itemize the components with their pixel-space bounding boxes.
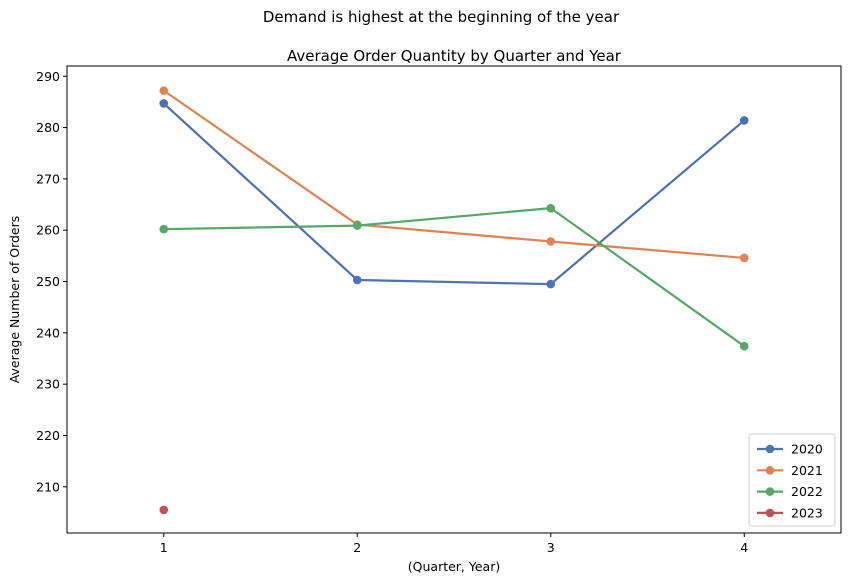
- x-axis-label: (Quarter, Year): [408, 559, 500, 574]
- legend-marker: [765, 508, 775, 518]
- legend-label: 2022: [791, 484, 823, 499]
- x-tick-label: 4: [740, 540, 748, 555]
- y-tick-label: 210: [36, 479, 60, 494]
- data-point-2022: [546, 203, 556, 213]
- y-tick-label: 230: [36, 377, 60, 392]
- data-point-2022: [159, 224, 169, 234]
- series-line-2022: [163, 207, 745, 348]
- data-point-2020: [546, 279, 556, 289]
- legend-item-2022: 2022: [757, 484, 823, 499]
- x-tick-label: 3: [547, 540, 555, 555]
- series-line-2020: [163, 102, 745, 286]
- legend-box: [748, 433, 836, 527]
- plot-frame: [66, 65, 842, 534]
- legend-label: 2023: [791, 505, 823, 520]
- series-2023: [159, 505, 169, 515]
- y-tick-label: 240: [36, 325, 60, 340]
- series-2022: [159, 203, 749, 351]
- legend-marker: [765, 466, 775, 475]
- data-point-2022: [352, 221, 362, 230]
- legend-item-2020: 2020: [757, 442, 823, 457]
- y-axis-label: Average Number of Orders: [7, 216, 22, 384]
- legend-marker: [765, 444, 775, 454]
- legend-label: 2021: [791, 463, 823, 478]
- ticks-layer: 1 2 3 4 210 220 230 240 250 260 270 280 290: [36, 69, 748, 555]
- legend: 2020 2021 2022 2023: [748, 433, 836, 527]
- chart-suptitle: Demand is highest at the beginning of th…: [263, 8, 620, 26]
- y-tick-label: 290: [36, 69, 60, 84]
- data-point-2021: [159, 86, 169, 95]
- data-point-2020: [739, 116, 749, 125]
- x-tick-label: 1: [160, 540, 168, 555]
- y-tick-label: 220: [36, 428, 60, 443]
- y-tick-label: 250: [36, 274, 60, 289]
- series-layer: [159, 86, 749, 515]
- data-point-2023: [159, 505, 169, 515]
- series-line-2021: [163, 89, 745, 260]
- legend-label: 2020: [791, 442, 823, 457]
- chart-title: Average Order Quantity by Quarter and Ye…: [287, 47, 622, 65]
- data-point-2020: [159, 99, 169, 108]
- y-tick-label: 280: [36, 120, 60, 135]
- legend-item-2021: 2021: [757, 463, 823, 478]
- y-tick-label: 270: [36, 171, 60, 186]
- data-point-2022: [739, 341, 749, 351]
- data-point-2020: [352, 275, 362, 285]
- data-point-2021: [546, 237, 556, 246]
- series-2021: [159, 86, 749, 263]
- y-tick-label: 260: [36, 223, 60, 238]
- legend-item-2023: 2023: [757, 505, 823, 520]
- legend-marker: [765, 487, 775, 496]
- x-tick-label: 2: [353, 540, 361, 555]
- series-2020: [159, 99, 749, 289]
- data-point-2021: [739, 253, 749, 263]
